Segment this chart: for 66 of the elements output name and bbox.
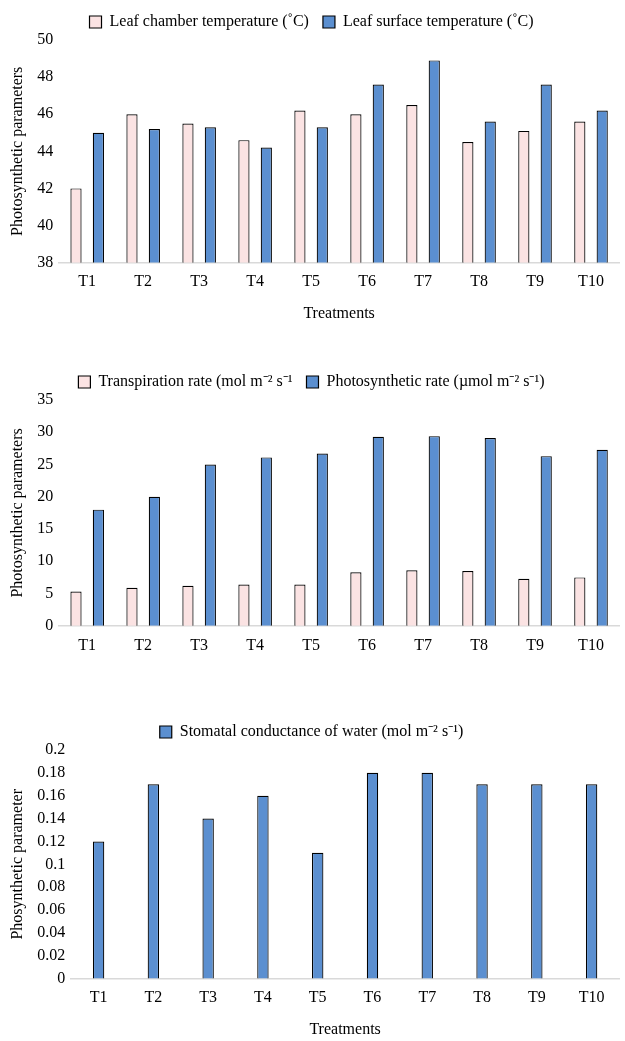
y-tick-label: 0 (57, 968, 66, 986)
x-tick-label: T3 (190, 635, 209, 653)
x-tick-label: T1 (78, 635, 97, 653)
x-tick-label: T6 (363, 988, 382, 1006)
x-tick-label: T10 (578, 635, 604, 653)
y-tick-label: 0.06 (37, 900, 66, 918)
y-tick-label: 44 (37, 141, 54, 159)
y-tick-label: 0.08 (37, 877, 66, 895)
y-axis-title: Photosynthetic parameters (7, 428, 26, 598)
legend-label: Transpiration rate (mol m⁻² s⁻¹ (98, 372, 293, 391)
y-tick-label: 20 (37, 486, 54, 504)
x-tick-label: T5 (302, 635, 320, 653)
x-tick-label: T8 (473, 988, 491, 1006)
x-tick-label: T7 (414, 272, 432, 290)
x-tick-label: T4 (254, 988, 272, 1006)
y-tick-label: 0 (45, 616, 54, 633)
x-tick-label: T8 (470, 635, 488, 653)
y-tick-label: 0.18 (37, 763, 66, 781)
x-tick-label: T2 (134, 635, 153, 653)
y-tick-label: 10 (37, 551, 54, 569)
x-tick-label: T7 (414, 635, 432, 653)
y-tick-label: 0.2 (45, 740, 66, 758)
x-tick-label: T7 (418, 988, 437, 1006)
x-tick-label: T2 (144, 988, 163, 1006)
x-tick-label: T4 (246, 272, 265, 290)
y-axis-title: Photosynthetic parameters (7, 66, 26, 236)
x-axis-title: Treatments (303, 303, 375, 321)
y-tick-label: 40 (37, 215, 54, 233)
x-tick-label: T9 (526, 272, 544, 290)
y-tick-label: 35 (37, 390, 54, 408)
legend-label: Photosynthetic rate (µmol m⁻² s⁻¹) (326, 372, 545, 391)
x-tick-label: T10 (578, 272, 604, 290)
x-tick-label: T8 (470, 272, 488, 290)
x-tick-label: T9 (526, 635, 544, 653)
x-axis-title: Treatments (309, 1019, 381, 1037)
x-tick-label: T3 (190, 272, 209, 290)
legend-label: Leaf surface temperature (˚C) (342, 12, 534, 31)
y-tick-label: 0.1 (45, 854, 66, 872)
y-tick-label: 0.04 (37, 923, 66, 941)
y-tick-label: 25 (37, 454, 54, 472)
y-tick-label: 50 (37, 30, 54, 48)
y-tick-label: 0.02 (37, 945, 66, 963)
legend-label: Leaf chamber temperature (˚C) (109, 12, 309, 31)
x-tick-label: T2 (134, 272, 153, 290)
y-tick-label: 0.12 (37, 831, 66, 849)
y-tick-label: 30 (37, 422, 54, 440)
x-tick-label: T3 (199, 988, 218, 1006)
y-tick-label: 42 (37, 178, 54, 196)
y-tick-label: 5 (45, 583, 54, 601)
y-tick-label: 0.16 (37, 785, 66, 803)
x-tick-label: T4 (246, 635, 265, 653)
x-tick-label: T1 (89, 988, 108, 1006)
x-tick-label: T5 (302, 272, 320, 290)
x-tick-label: T1 (78, 272, 97, 290)
x-tick-label: T5 (308, 988, 327, 1006)
x-tick-label: T10 (578, 988, 605, 1006)
y-tick-label: 46 (37, 104, 54, 122)
x-tick-label: T9 (527, 988, 546, 1006)
y-tick-label: 38 (37, 252, 54, 270)
y-tick-label: 15 (37, 519, 54, 537)
y-tick-label: 48 (37, 67, 54, 85)
y-axis-title: Phosynthetic parameter (7, 788, 26, 940)
x-tick-label: T6 (358, 635, 376, 653)
x-tick-label: T6 (358, 272, 376, 290)
legend-label: Stomatal conductance of water (mol m⁻² s⁻¹) (179, 722, 464, 741)
y-tick-label: 0.14 (37, 808, 66, 826)
